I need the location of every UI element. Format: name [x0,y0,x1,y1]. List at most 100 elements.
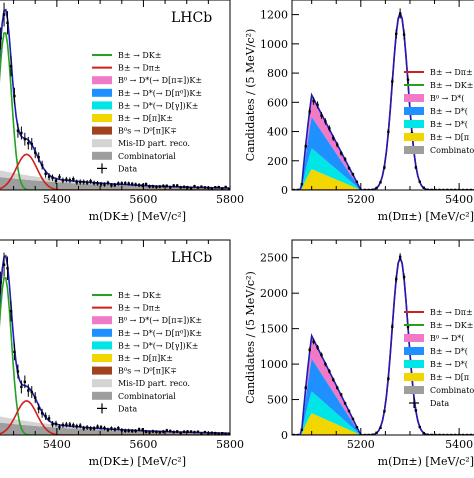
data-point [20,132,22,134]
data-point [176,184,178,186]
legend-label: Combinatorial [430,386,474,395]
data-point [79,425,81,427]
data-point [131,430,133,432]
y-tick-label: 500 [267,394,288,407]
data-point [83,181,85,183]
data-point [37,407,39,409]
data-point [379,181,381,183]
data-point [403,276,405,278]
data-point [308,349,310,351]
data-point [166,429,168,431]
data-point [190,430,192,432]
data-point [134,430,136,432]
data-point [403,33,405,35]
x-axis-label: m(Dπ±) [MeV/c²] [378,210,474,223]
legend-box-swatch [404,107,424,115]
legend-label: B± → Dπ± [118,64,161,73]
data-point [336,144,338,146]
data-point [197,186,199,188]
data-point [51,423,53,425]
legend-box-swatch [92,139,112,147]
legend-label: B⁰s → D⁰[π]K∓ [118,127,177,136]
data-point [93,427,95,429]
data-point [145,431,147,433]
data-point [419,426,421,428]
legend-label: Data [118,404,137,413]
x-tick-label: 5600 [129,438,157,451]
data-point [152,430,154,432]
y-axis-label: Candidates / (5 MeV/c²) [244,271,257,404]
data-point [356,181,358,183]
data-point [387,131,389,133]
data-point [10,65,12,67]
legend-label: B± → Dπ± [430,68,473,77]
data-point [197,431,199,433]
signal-curve-0 [0,278,229,435]
x-axis-label: m(Dπ±) [MeV/c²] [378,455,474,468]
x-axis-label: m(DK±) [MeV/c²] [89,210,186,223]
data-point [62,424,64,426]
x-tick-label: 5400 [445,438,473,451]
legend-box-swatch [92,341,112,349]
legend-box-swatch [92,127,112,135]
data-point [124,430,126,432]
data-point [107,182,109,184]
data-point [211,187,213,189]
data-point [162,185,164,187]
y-tick-label: 400 [267,126,288,139]
data-point [316,346,318,348]
data-point [58,426,60,428]
data-point [352,173,354,175]
data-point [69,423,71,425]
data-point [93,182,95,184]
data-point [176,430,178,432]
data-point [316,104,318,106]
legend-label: B± → D*(→ D[π⁰])K± [118,89,202,98]
legend-label: Mis-ID part. reco. [118,379,190,388]
data-point [128,182,130,184]
y-tick-label: 2500 [260,252,288,265]
data-point [72,424,74,426]
data-point [155,186,157,188]
legend-label: B± → DK± [118,291,161,300]
legend-box-swatch [404,133,424,141]
data-point [324,120,326,122]
data-point [214,186,216,188]
legend-label: B± → D*( [430,347,468,356]
data-point [89,180,91,182]
legend-label: Data [430,399,449,408]
data-point [391,325,393,327]
legend-box-swatch [92,101,112,109]
data-point [340,152,342,154]
data-point [76,425,78,427]
data-point [138,428,140,430]
data-point [173,431,175,433]
data-point [324,363,326,365]
data-point [110,427,112,429]
data-point [162,430,164,432]
legend-box-swatch [92,76,112,84]
data-point [3,13,5,15]
data-point [79,181,81,183]
data-point [190,187,192,189]
data-point [48,176,50,178]
legend-label: Data [118,164,137,173]
data-point [423,187,425,189]
legend-label: B± → D*( [430,360,468,369]
legend-box-swatch [92,354,112,362]
x-tick-label: 5200 [347,193,375,206]
data-point [218,186,220,188]
data-point [103,183,105,185]
data-point [107,429,109,431]
legend-label: B± → Dπ± [118,304,161,313]
data-point [10,310,12,312]
data-point [221,187,223,189]
data-point [34,151,36,153]
data-point [415,409,417,411]
data-point [24,138,26,140]
x-tick-label: 5400 [445,193,473,206]
legend-label: B± → D[π]K± [118,114,173,123]
lhcb-label: LHCb [171,10,212,26]
data-point [114,184,116,186]
